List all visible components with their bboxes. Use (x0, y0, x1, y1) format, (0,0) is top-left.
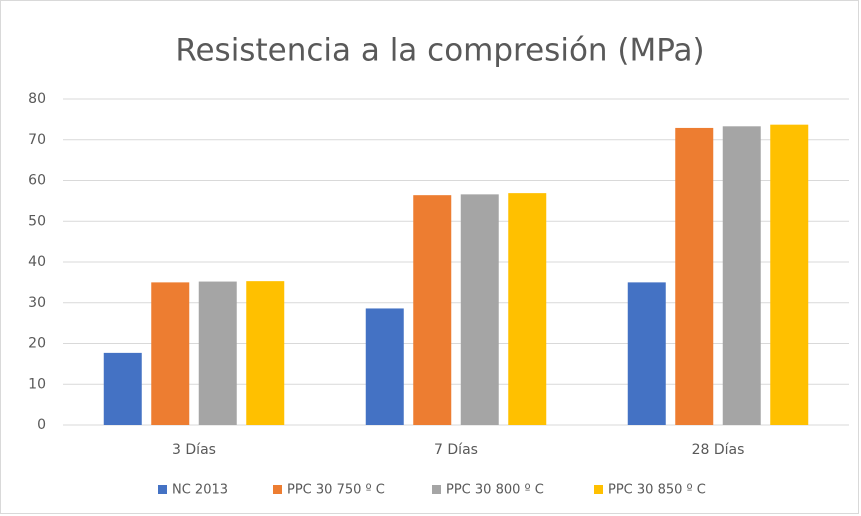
legend-swatch (273, 485, 282, 494)
y-tick-label: 30 (28, 295, 46, 311)
x-tick-label: 7 Días (434, 442, 478, 458)
bar (413, 195, 452, 425)
legend-swatch (432, 485, 441, 494)
x-tick-label: 3 Días (172, 442, 216, 458)
y-tick-label: 80 (28, 91, 46, 107)
y-tick-label: 40 (28, 254, 46, 270)
y-tick-label: 20 (28, 336, 46, 352)
legend-label: PPC 30 800 º C (446, 483, 544, 498)
legend-label: PPC 30 750 º C (287, 483, 385, 498)
bar (675, 127, 714, 426)
bar (103, 352, 142, 425)
y-tick-label: 60 (28, 173, 46, 189)
legend-label: NC 2013 (172, 483, 228, 498)
y-tick-label: 70 (28, 132, 46, 148)
bar (722, 126, 761, 426)
bar (198, 281, 237, 425)
bar (627, 282, 666, 425)
bar (151, 282, 190, 425)
y-tick-label: 10 (28, 376, 46, 392)
legend-swatch (158, 485, 167, 494)
y-tick-label: 0 (37, 417, 46, 433)
y-tick-label: 50 (28, 213, 46, 229)
bar (365, 308, 404, 425)
bar (770, 124, 809, 426)
legend-swatch (594, 485, 603, 494)
x-tick-label: 28 Días (692, 442, 745, 458)
chart-title: Resistencia a la compresión (MPa) (175, 33, 704, 69)
bar (460, 194, 499, 425)
legend-label: PPC 30 850 º C (608, 483, 706, 498)
bar (246, 281, 285, 425)
bar (508, 193, 547, 425)
